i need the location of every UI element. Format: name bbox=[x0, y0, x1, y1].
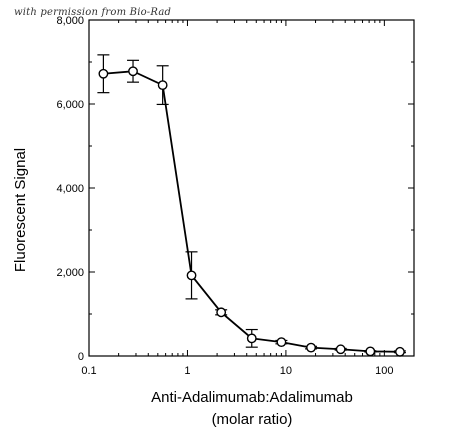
x-axis-label: Anti-Adalimumab:Adalimumab bbox=[151, 389, 353, 406]
data-point bbox=[335, 344, 346, 355]
data-point bbox=[365, 346, 376, 357]
y-tick-label: 2,000 bbox=[56, 267, 84, 279]
x-tick-label: 0.1 bbox=[81, 365, 96, 377]
data-point bbox=[306, 342, 316, 353]
x-axis-label-line2: (molar ratio) bbox=[212, 411, 293, 428]
watermark-text: with permission from Bio-Rad bbox=[14, 7, 172, 18]
data-point bbox=[216, 307, 227, 318]
data-point bbox=[98, 68, 109, 79]
data-point bbox=[186, 270, 197, 281]
data-point bbox=[157, 80, 168, 91]
x-tick-label: 10 bbox=[280, 365, 292, 377]
y-tick-label: 8,000 bbox=[56, 15, 84, 27]
y-tick-label: 4,000 bbox=[56, 183, 84, 195]
x-tick-label: 1 bbox=[184, 365, 190, 377]
data-point bbox=[246, 333, 257, 344]
data-point bbox=[395, 346, 405, 357]
x-tick-label: 100 bbox=[375, 365, 393, 377]
y-tick-label: 0 bbox=[78, 351, 84, 363]
series-line bbox=[103, 70, 400, 353]
data-point bbox=[128, 66, 138, 77]
y-axis-label: Fluorescent Signal bbox=[12, 148, 29, 272]
y-tick-label: 6,000 bbox=[56, 99, 84, 111]
data-point bbox=[276, 337, 287, 348]
